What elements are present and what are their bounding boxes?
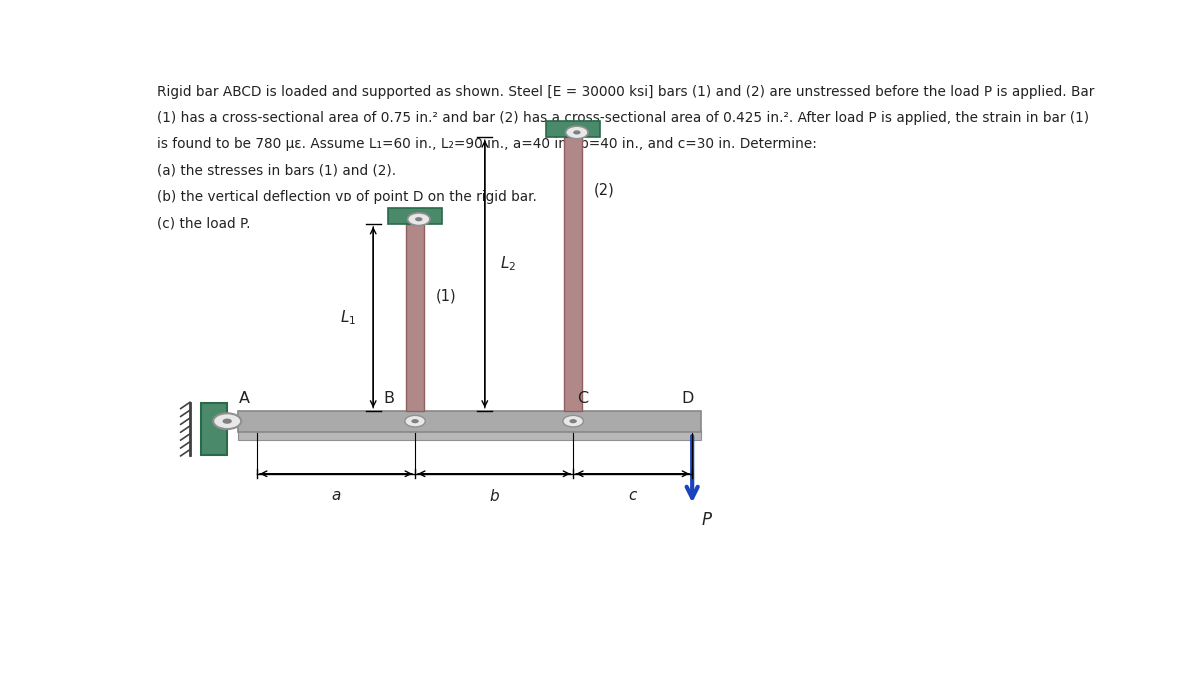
Text: $L_2$: $L_2$ <box>499 254 516 273</box>
Text: (c) the load P.: (c) the load P. <box>157 216 251 230</box>
Circle shape <box>574 130 581 135</box>
Text: (2): (2) <box>594 182 614 197</box>
Bar <box>388 208 442 224</box>
Circle shape <box>222 419 232 423</box>
Text: is found to be 780 με. Assume L₁=60 in., L₂=90 in., a=40 in., b=40 in., and c=30: is found to be 780 με. Assume L₁=60 in.,… <box>157 137 817 151</box>
Circle shape <box>563 415 583 427</box>
Text: (1): (1) <box>436 289 456 304</box>
Text: $L_1$: $L_1$ <box>341 308 356 326</box>
Circle shape <box>565 126 588 139</box>
Text: $a$: $a$ <box>331 488 341 503</box>
Text: $c$: $c$ <box>628 488 637 503</box>
Circle shape <box>408 213 430 225</box>
Text: B: B <box>384 391 395 406</box>
Circle shape <box>404 415 425 427</box>
Text: Rigid bar ABCD is loaded and supported as shown. Steel [E = 30000 ksi] bars (1) : Rigid bar ABCD is loaded and supported a… <box>157 85 1094 98</box>
Bar <box>239 430 702 440</box>
Text: C: C <box>577 391 588 406</box>
Circle shape <box>412 419 419 423</box>
Circle shape <box>415 217 422 221</box>
Circle shape <box>214 413 241 429</box>
Text: (a) the stresses in bars (1) and (2).: (a) the stresses in bars (1) and (2). <box>157 163 396 178</box>
Bar <box>202 403 227 456</box>
Bar <box>564 137 582 410</box>
Bar <box>406 224 425 410</box>
Text: $P$: $P$ <box>702 511 714 529</box>
Bar <box>239 410 702 432</box>
Text: D: D <box>682 391 694 406</box>
Text: A: A <box>239 391 250 406</box>
Text: $b$: $b$ <box>488 488 499 505</box>
Text: (1) has a cross-sectional area of 0.75 in.² and bar (2) has a cross-sectional ar: (1) has a cross-sectional area of 0.75 i… <box>157 111 1090 125</box>
Bar <box>546 122 600 137</box>
Circle shape <box>570 419 577 423</box>
Text: (b) the vertical deflection vᴅ of point D on the rigid bar.: (b) the vertical deflection vᴅ of point … <box>157 190 538 204</box>
